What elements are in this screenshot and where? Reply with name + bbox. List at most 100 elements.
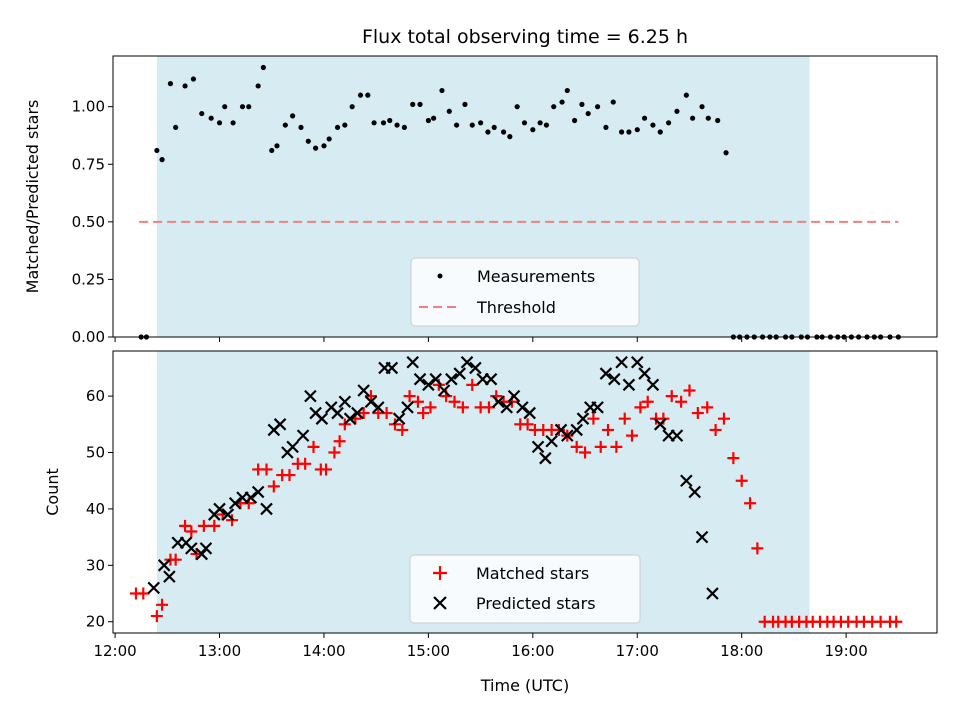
predicted-star-point [251, 485, 265, 499]
matched-star-point [179, 519, 192, 532]
legend-label-measurements: Measurements [477, 267, 595, 286]
predicted-star-point [315, 412, 329, 425]
matched-star-point [456, 401, 469, 414]
measurement-point [594, 104, 601, 110]
measurement-point [246, 104, 252, 110]
predicted-star-point [406, 356, 420, 369]
predicted-star-point [286, 440, 299, 454]
predicted-star-point [304, 389, 317, 403]
matched-star-point [727, 452, 740, 465]
measurement-point [491, 124, 497, 131]
y-tick-label: 60 [86, 387, 105, 405]
matched-star-point [634, 401, 647, 414]
matched-star-point [602, 423, 615, 436]
measurement-point [371, 120, 377, 126]
measurement-point [222, 104, 228, 110]
measurement-point [239, 104, 246, 110]
measurement-point [543, 122, 550, 128]
matched-star-point [197, 519, 210, 532]
predicted-star-point [338, 395, 352, 409]
matched-star-point [260, 463, 273, 476]
measurement-point [334, 124, 341, 131]
measurement-point [478, 120, 484, 126]
legend: Measurements Threshold [410, 257, 640, 327]
measurement-point [585, 110, 591, 117]
measurement-point [305, 138, 311, 144]
measurement-point [216, 120, 223, 126]
measurement-point [462, 101, 468, 107]
legend: Matched stars Predicted stars [409, 554, 641, 624]
matched-star-point [626, 429, 639, 442]
measurement-point [167, 81, 174, 87]
legend-marker-matched [433, 566, 447, 580]
matched-star-point [579, 446, 592, 459]
predicted-star-point [646, 378, 660, 392]
y-tick-label: 0.50 [72, 213, 105, 231]
measurement-point [401, 124, 407, 131]
predicted-star-point [507, 389, 521, 403]
measurement-point [255, 83, 261, 89]
measurement-point [665, 120, 672, 126]
matched-star-point [328, 446, 341, 459]
predicted-star-point [351, 406, 364, 420]
matched-star-point [691, 407, 704, 420]
measurement-point [469, 122, 475, 128]
measurement-point [199, 110, 205, 117]
measurement-point [417, 101, 423, 107]
measurement-point [282, 122, 288, 128]
measurement-point [619, 129, 625, 135]
y-axis-ticks: 0.00 0.25 0.50 0.75 1.00 [72, 98, 113, 346]
x-tick-label: 17:00 [616, 642, 659, 660]
predicted-star-point [670, 429, 684, 442]
predicted-star-point [147, 581, 161, 595]
measurement-point [190, 76, 197, 82]
y-tick-label: 20 [86, 613, 105, 631]
matched-star-point [299, 457, 312, 470]
predicted-star-point [221, 508, 235, 521]
legend-marker-predicted [433, 596, 447, 610]
predicted-star-point [561, 429, 574, 442]
measurement-point [634, 127, 640, 133]
measurement-point [690, 115, 696, 121]
matched-star-point [665, 390, 678, 403]
measurement-point [394, 122, 400, 128]
measurement-point [260, 64, 266, 71]
matched-star-point [169, 553, 182, 566]
matched-star-point [150, 610, 163, 623]
predicted-star-point [163, 570, 176, 583]
matched-star-point [396, 423, 409, 436]
predicted-star-point [469, 361, 482, 375]
measurement-point [705, 115, 711, 121]
top-axes-frame [112, 55, 938, 338]
measurement-point [290, 113, 296, 119]
predicted-star-point [185, 542, 198, 555]
predicted-star-point [539, 451, 552, 465]
measurement-point [326, 136, 332, 142]
measurement-points [138, 64, 901, 340]
measurement-point [274, 143, 280, 149]
measurement-point [650, 122, 656, 128]
matched-star-point [403, 390, 416, 403]
predicted-star-point [213, 502, 226, 516]
x-tick-label: 18:00 [720, 642, 763, 660]
x-axis-label: Time (UTC) [480, 676, 569, 695]
matched-star-point [610, 440, 623, 453]
matched-star-point [208, 519, 221, 532]
y-axis-label: Count [43, 468, 62, 516]
matched-star-point [744, 497, 757, 510]
x-axis-ticks: 12:00 13:00 14:00 15:00 16:00 17:00 18:00 19:00 [93, 633, 868, 660]
measurement-point [715, 117, 721, 124]
measurement-point [439, 87, 445, 94]
measurement-point [537, 120, 543, 126]
measurement-point [182, 83, 188, 89]
measurement-point [425, 117, 431, 124]
measurement-point [410, 101, 416, 107]
predicted-star-point [244, 491, 258, 504]
predicted-star-point [331, 406, 344, 420]
measurement-point [230, 120, 236, 126]
y-tick-label: 1.00 [72, 98, 105, 116]
measurement-point [674, 108, 680, 114]
measurement-point [683, 92, 689, 98]
measurement-point [603, 124, 609, 131]
legend-box [409, 554, 641, 624]
